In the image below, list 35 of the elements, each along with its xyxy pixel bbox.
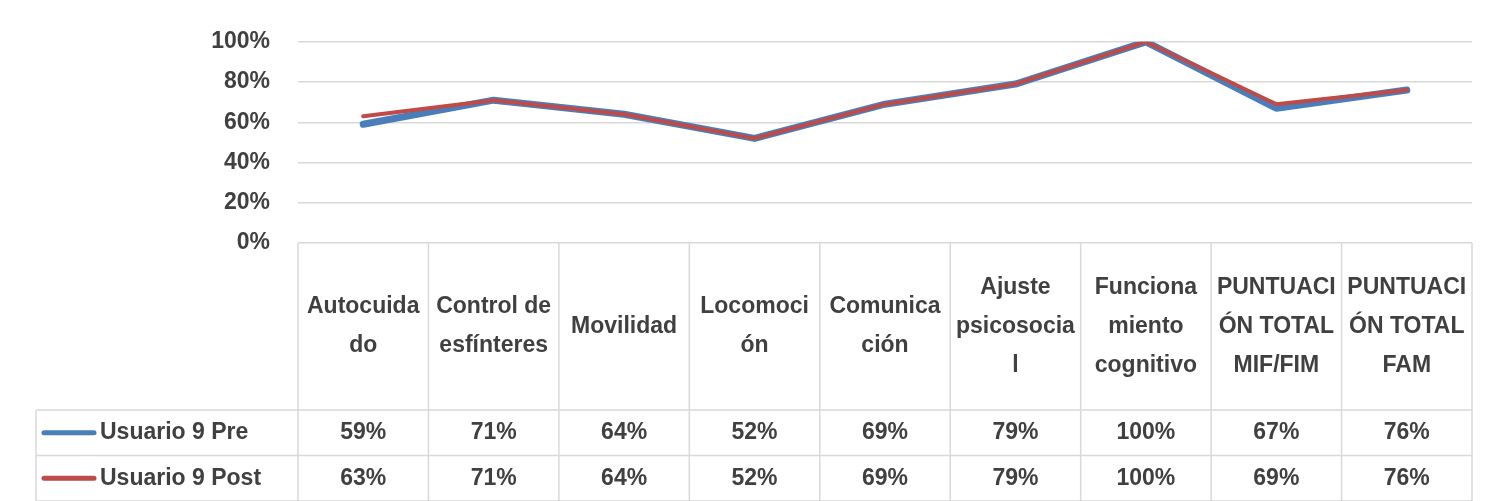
y-tick-label: 60% [223, 107, 270, 134]
data-label: 69% [861, 463, 909, 490]
data-label: 69% [861, 418, 909, 445]
y-tick-label: 100% [211, 27, 270, 54]
x-tick-label: Control de esfínteres [436, 292, 552, 358]
x-tick-label: PUNTUACIÓN TOTAL FAM [1347, 272, 1467, 377]
data-label: 100% [1116, 418, 1176, 445]
data-label: 71% [470, 463, 517, 490]
data-label: 64% [601, 463, 648, 490]
data-label: 100% [1116, 463, 1176, 490]
data-label: 67% [1253, 418, 1300, 445]
x-tick-label: Movilidad [571, 311, 678, 338]
x-tick-label: Locomoción [700, 292, 809, 358]
data-label: 76% [1383, 463, 1430, 490]
data-label: 59% [340, 418, 387, 445]
data-label: 63% [340, 463, 387, 490]
y-tick-label: 20% [223, 188, 270, 215]
x-tick-label: Funcionamiento cognitivo [1094, 272, 1198, 377]
data-label: 71% [470, 418, 517, 445]
y-tick-label: 80% [223, 67, 270, 94]
x-tick-label: Comunicación [829, 292, 941, 358]
x-tick-label: Autocuidado [307, 292, 420, 358]
data-label: 79% [992, 463, 1039, 490]
y-tick-label: 40% [223, 147, 270, 174]
data-label: 64% [601, 418, 648, 445]
data-label: 79% [992, 418, 1039, 445]
data-label: 52% [731, 463, 778, 490]
data-label: 69% [1253, 463, 1300, 490]
legend-label: Usuario 9 Pre [100, 418, 249, 445]
data-label: 76% [1383, 418, 1430, 445]
legend-label: Usuario 9 Post [100, 463, 262, 490]
data-label: 52% [731, 418, 778, 445]
x-tick-label: PUNTUACIÓN TOTAL MIF/FIM [1216, 272, 1336, 377]
x-tick-label: Ajuste psicosocial [956, 272, 1076, 377]
y-tick-label: 0% [236, 228, 270, 255]
